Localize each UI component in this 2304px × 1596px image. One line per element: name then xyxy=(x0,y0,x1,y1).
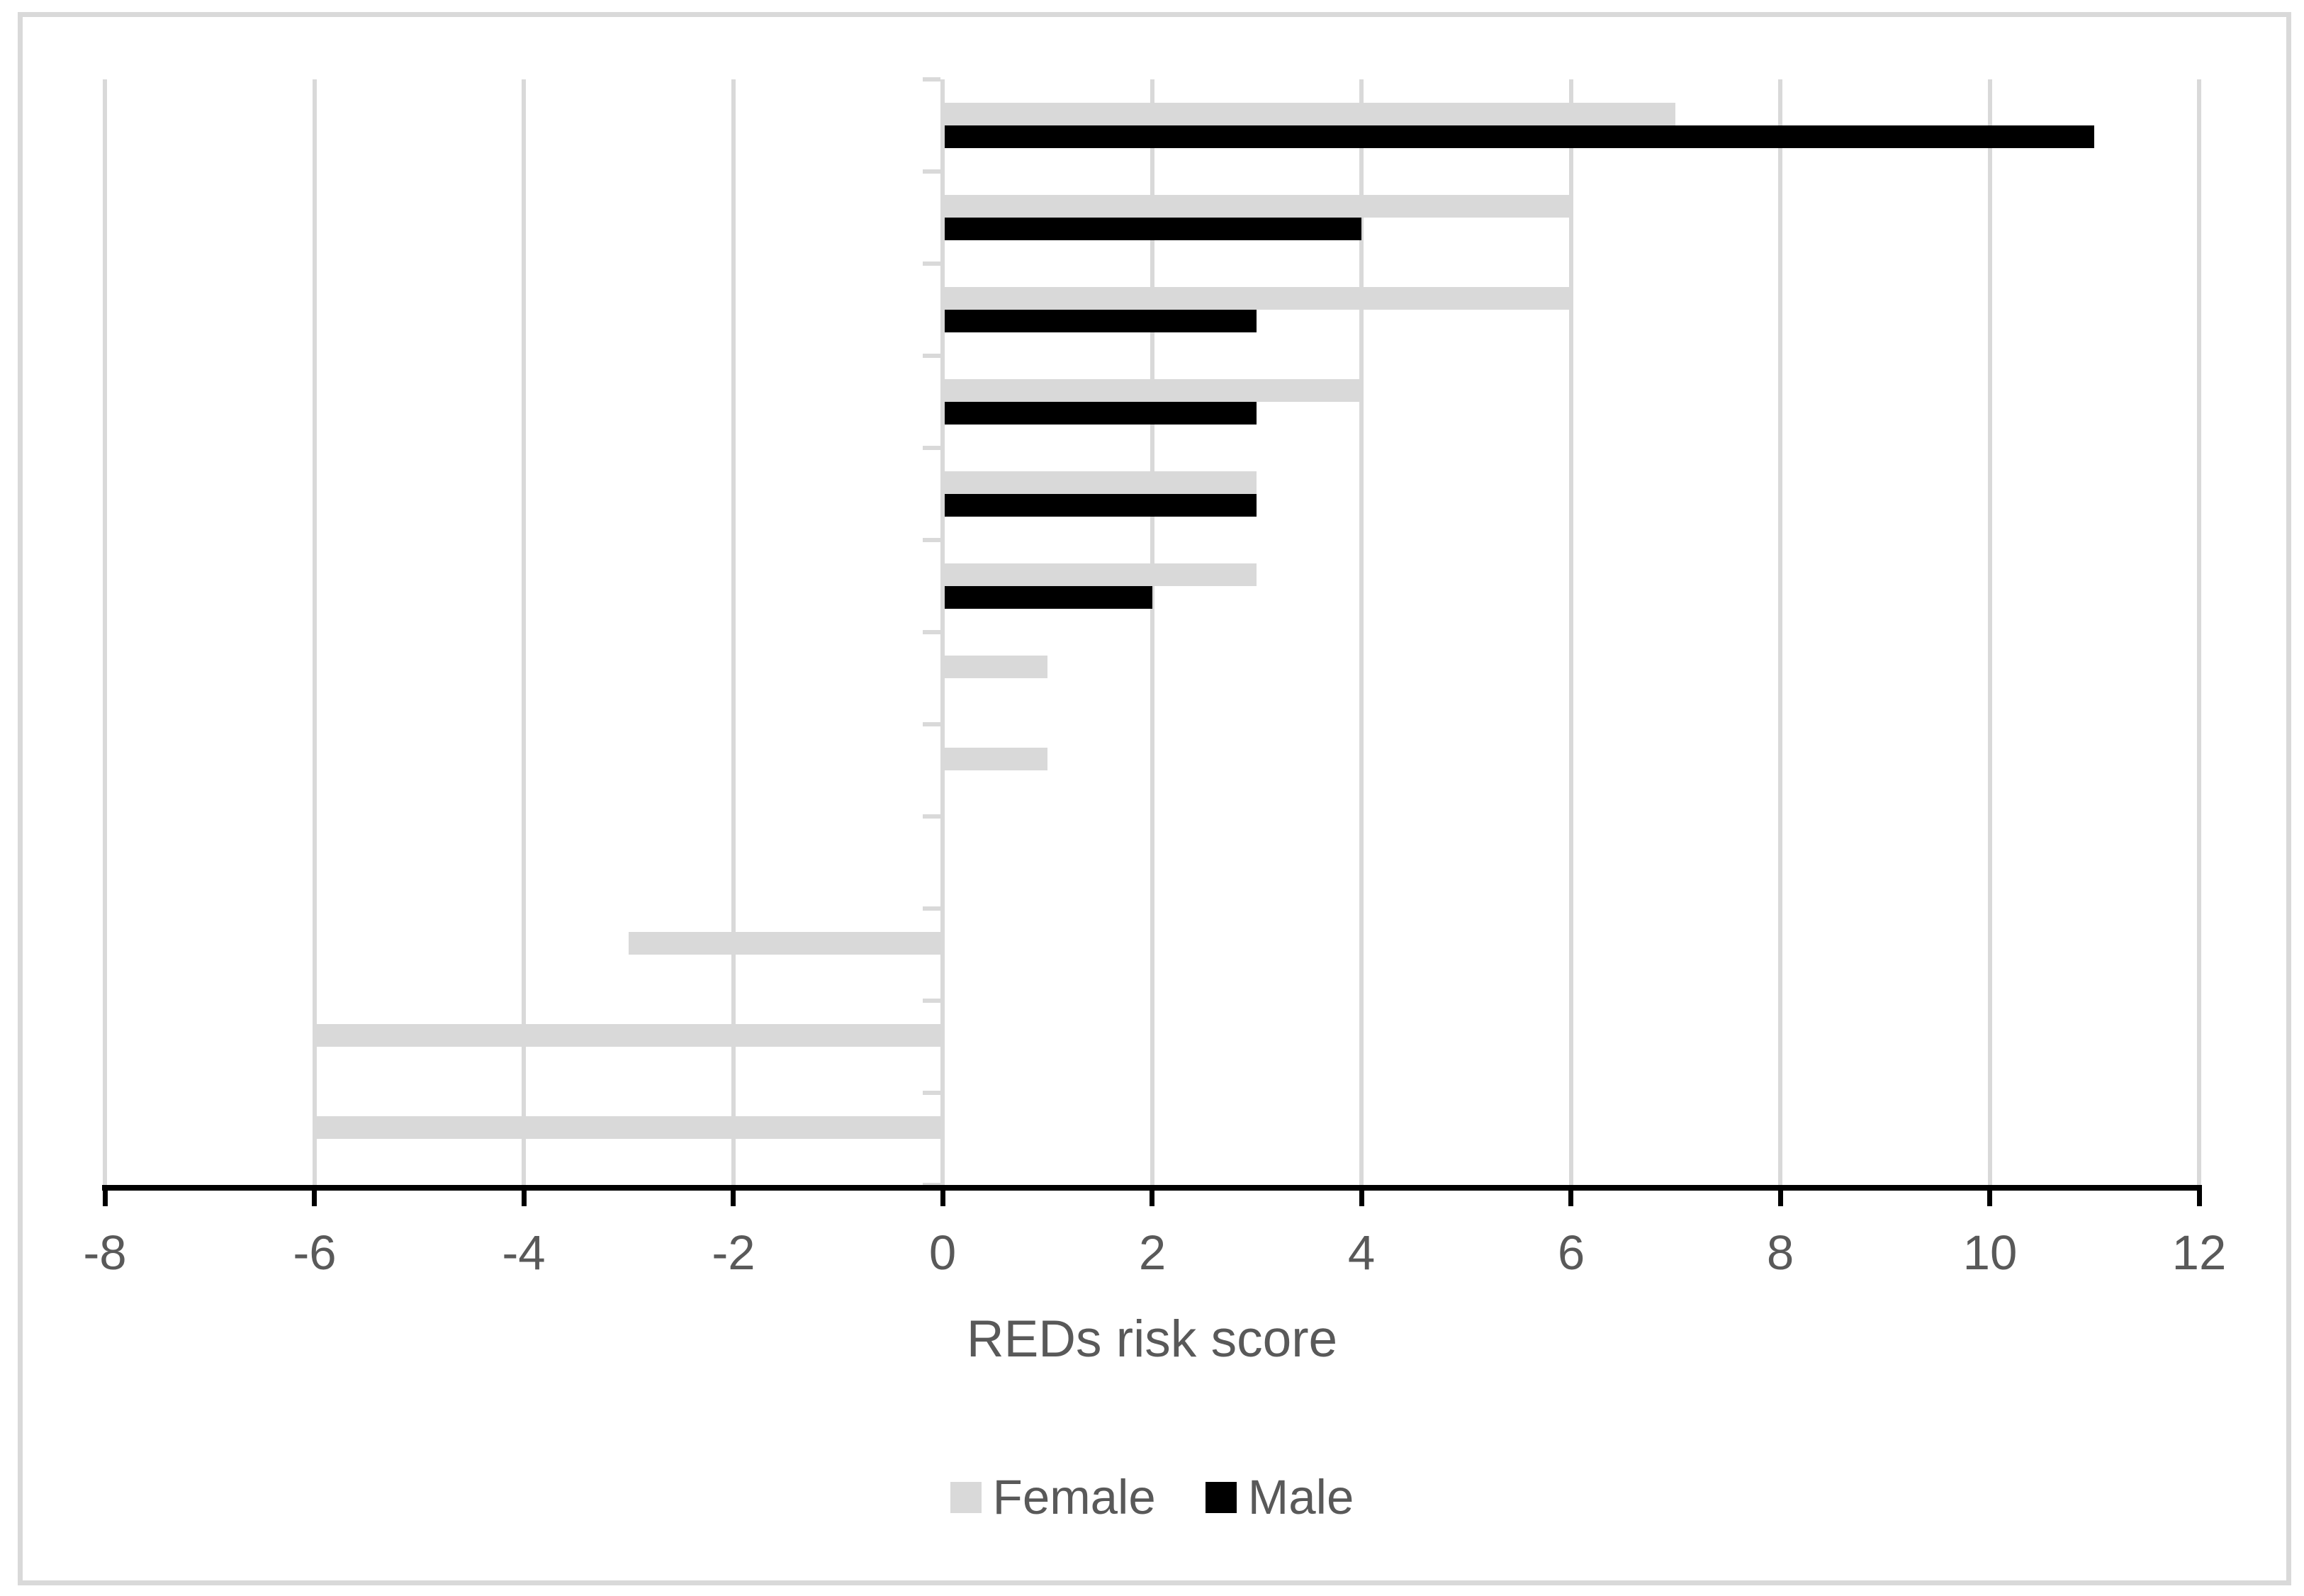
bar-female xyxy=(943,471,1257,494)
x-tick-label: 10 xyxy=(1962,1225,2018,1280)
category-tick xyxy=(923,169,940,174)
bar-male xyxy=(943,125,2094,148)
x-axis-tick xyxy=(940,1191,945,1206)
bar-male xyxy=(943,494,1257,517)
gridline xyxy=(1150,79,1154,1185)
bar-female xyxy=(943,195,1571,218)
gridline xyxy=(1359,79,1364,1185)
x-tick-label: 6 xyxy=(1557,1225,1585,1280)
category-tick xyxy=(923,999,940,1003)
x-axis-line xyxy=(102,1185,2202,1191)
gridline xyxy=(1988,79,1992,1185)
category-tick xyxy=(923,630,940,634)
x-tick-label: 0 xyxy=(928,1225,957,1280)
x-tick-label: -6 xyxy=(293,1225,337,1280)
bar-female xyxy=(943,379,1361,402)
legend-swatch-male-icon xyxy=(1205,1482,1237,1513)
category-tick xyxy=(923,722,940,726)
bar-female xyxy=(315,1024,943,1047)
gridline xyxy=(1569,79,1573,1185)
legend-item-female: Female xyxy=(950,1469,1156,1526)
legend-label-male: Male xyxy=(1247,1470,1354,1524)
bar-male xyxy=(943,218,1361,240)
legend: Female Male xyxy=(0,1469,2304,1526)
x-tick-label: 12 xyxy=(2171,1225,2227,1280)
gridline xyxy=(1778,79,1782,1185)
x-axis-tick xyxy=(1359,1191,1364,1206)
bar-female xyxy=(943,287,1571,310)
x-tick-label: 2 xyxy=(1138,1225,1167,1280)
bar-female xyxy=(315,1116,943,1139)
bar-female xyxy=(943,103,1675,125)
x-tick-label: 8 xyxy=(1766,1225,1794,1280)
category-tick xyxy=(923,446,940,450)
bar-female xyxy=(943,563,1257,586)
x-axis-tick xyxy=(1987,1191,1992,1206)
x-tick-label: -2 xyxy=(712,1225,755,1280)
x-axis-tick xyxy=(731,1191,736,1206)
bar-female xyxy=(629,932,943,955)
x-axis-tick xyxy=(312,1191,317,1206)
x-axis-tick xyxy=(1778,1191,1783,1206)
x-tick-label: -8 xyxy=(83,1225,127,1280)
x-axis-tick xyxy=(2197,1191,2202,1206)
category-tick xyxy=(923,77,940,82)
legend-label-female: Female xyxy=(992,1470,1156,1524)
category-tick xyxy=(923,1091,940,1095)
bar-male xyxy=(943,310,1257,332)
legend-item-male: Male xyxy=(1205,1469,1354,1526)
x-tick-label: 4 xyxy=(1347,1225,1376,1280)
category-tick xyxy=(923,814,940,819)
bar-male xyxy=(943,402,1257,425)
bar-male xyxy=(943,586,1152,609)
x-tick-label: -4 xyxy=(502,1225,546,1280)
chart-border xyxy=(18,12,2291,1585)
x-axis-tick xyxy=(1150,1191,1154,1206)
legend-swatch-female-icon xyxy=(950,1482,982,1513)
category-axis-line xyxy=(940,79,945,1185)
gridline xyxy=(103,79,107,1185)
bar-female xyxy=(943,656,1047,678)
gridline xyxy=(313,79,317,1185)
category-tick xyxy=(923,262,940,266)
category-tick xyxy=(923,538,940,542)
bar-female xyxy=(943,748,1047,770)
gridline xyxy=(522,79,526,1185)
x-axis-tick xyxy=(1568,1191,1573,1206)
gridline xyxy=(731,79,736,1185)
category-tick xyxy=(923,354,940,358)
x-axis-tick xyxy=(103,1191,108,1206)
x-axis-tick xyxy=(522,1191,527,1206)
gridline xyxy=(2197,79,2201,1185)
x-axis-title: REDs risk score xyxy=(966,1310,1338,1368)
category-tick xyxy=(923,906,940,911)
